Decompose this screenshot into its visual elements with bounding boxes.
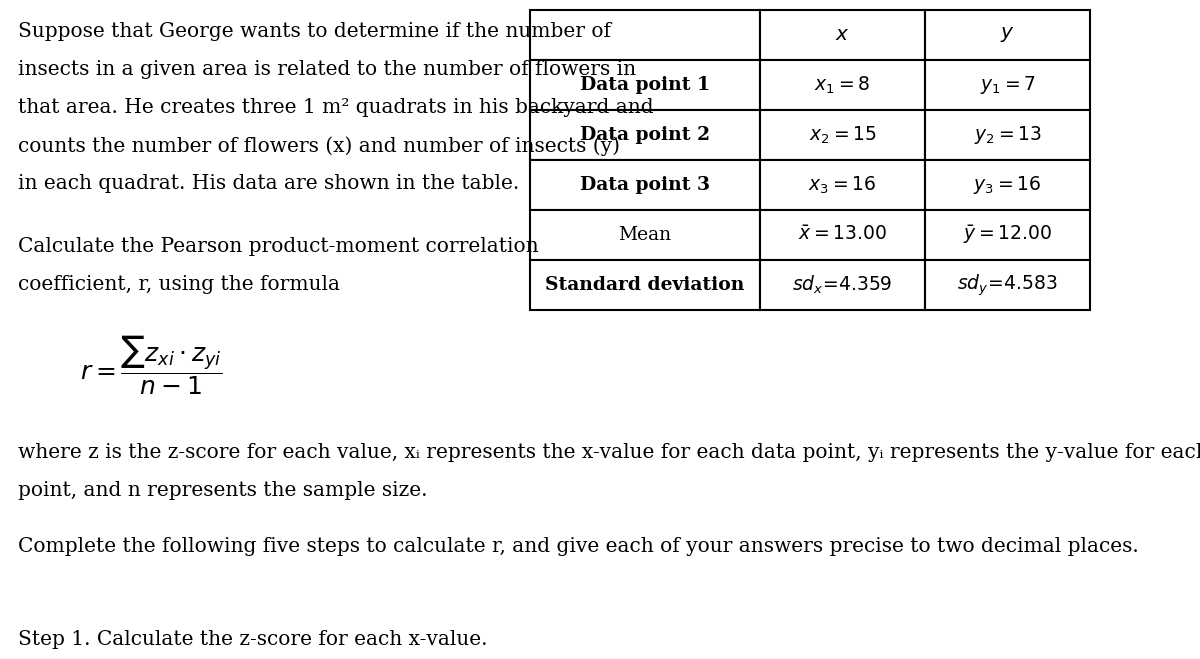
Text: insects in a given area is related to the number of flowers in: insects in a given area is related to th… xyxy=(18,60,636,79)
Text: $r = \dfrac{\sum z_{xi} \cdot z_{yi}}{n - 1}$: $r = \dfrac{\sum z_{xi} \cdot z_{yi}}{n … xyxy=(80,333,222,397)
Bar xyxy=(760,60,925,110)
Text: point, and n represents the sample size.: point, and n represents the sample size. xyxy=(18,481,427,500)
Bar xyxy=(530,160,760,210)
Text: where z is the z-score for each value, xᵢ represents the x-value for each data p: where z is the z-score for each value, x… xyxy=(18,443,1200,462)
Text: Standard deviation: Standard deviation xyxy=(545,276,745,294)
Text: Step 1. Calculate the z-score for each x-value.: Step 1. Calculate the z-score for each x… xyxy=(18,630,487,649)
Text: $\mathit{y}$: $\mathit{y}$ xyxy=(1000,26,1015,45)
Bar xyxy=(530,60,760,110)
Text: in each quadrat. His data are shown in the table.: in each quadrat. His data are shown in t… xyxy=(18,174,520,193)
Text: Complete the following five steps to calculate r, and give each of your answers : Complete the following five steps to cal… xyxy=(18,537,1139,556)
Text: counts the number of flowers (x) and number of insects (y): counts the number of flowers (x) and num… xyxy=(18,136,620,156)
Text: $sd_x\!=\!4.359$: $sd_x\!=\!4.359$ xyxy=(792,274,893,296)
Bar xyxy=(760,10,925,60)
Text: $\bar{y} = 12.00$: $\bar{y} = 12.00$ xyxy=(964,223,1052,246)
Bar xyxy=(925,110,1090,160)
Text: $y_2 = 13$: $y_2 = 13$ xyxy=(973,124,1042,146)
Bar xyxy=(925,160,1090,210)
Bar xyxy=(760,260,925,310)
Bar xyxy=(760,210,925,260)
Bar xyxy=(925,210,1090,260)
Text: $x_3 = 16$: $x_3 = 16$ xyxy=(809,175,876,196)
Bar xyxy=(925,60,1090,110)
Text: $x_2 = 15$: $x_2 = 15$ xyxy=(809,125,876,146)
Text: $sd_y\!=\!4.583$: $sd_y\!=\!4.583$ xyxy=(956,272,1058,298)
Text: that area. He creates three 1 m² quadrats in his backyard and: that area. He creates three 1 m² quadrat… xyxy=(18,98,654,117)
Text: $y_1 = 7$: $y_1 = 7$ xyxy=(979,74,1036,96)
Text: $\bar{x} = 13.00$: $\bar{x} = 13.00$ xyxy=(798,225,887,244)
Text: Calculate the Pearson product-moment correlation: Calculate the Pearson product-moment cor… xyxy=(18,237,539,256)
Text: Data point 2: Data point 2 xyxy=(580,126,710,144)
Bar xyxy=(925,260,1090,310)
Bar xyxy=(530,110,760,160)
Bar xyxy=(760,110,925,160)
Text: Mean: Mean xyxy=(618,226,672,244)
Text: $\mathit{x}$: $\mathit{x}$ xyxy=(835,26,850,45)
Bar xyxy=(530,210,760,260)
Bar xyxy=(925,10,1090,60)
Bar xyxy=(530,10,760,60)
Text: Data point 1: Data point 1 xyxy=(580,76,710,94)
Text: Suppose that George wants to determine if the number of: Suppose that George wants to determine i… xyxy=(18,22,611,41)
Bar xyxy=(530,260,760,310)
Text: $y_3 = 16$: $y_3 = 16$ xyxy=(973,174,1042,196)
Text: coefficient, r, using the formula: coefficient, r, using the formula xyxy=(18,275,340,294)
Bar xyxy=(760,160,925,210)
Text: $x_1 = 8$: $x_1 = 8$ xyxy=(815,74,870,96)
Text: Data point 3: Data point 3 xyxy=(580,176,710,194)
